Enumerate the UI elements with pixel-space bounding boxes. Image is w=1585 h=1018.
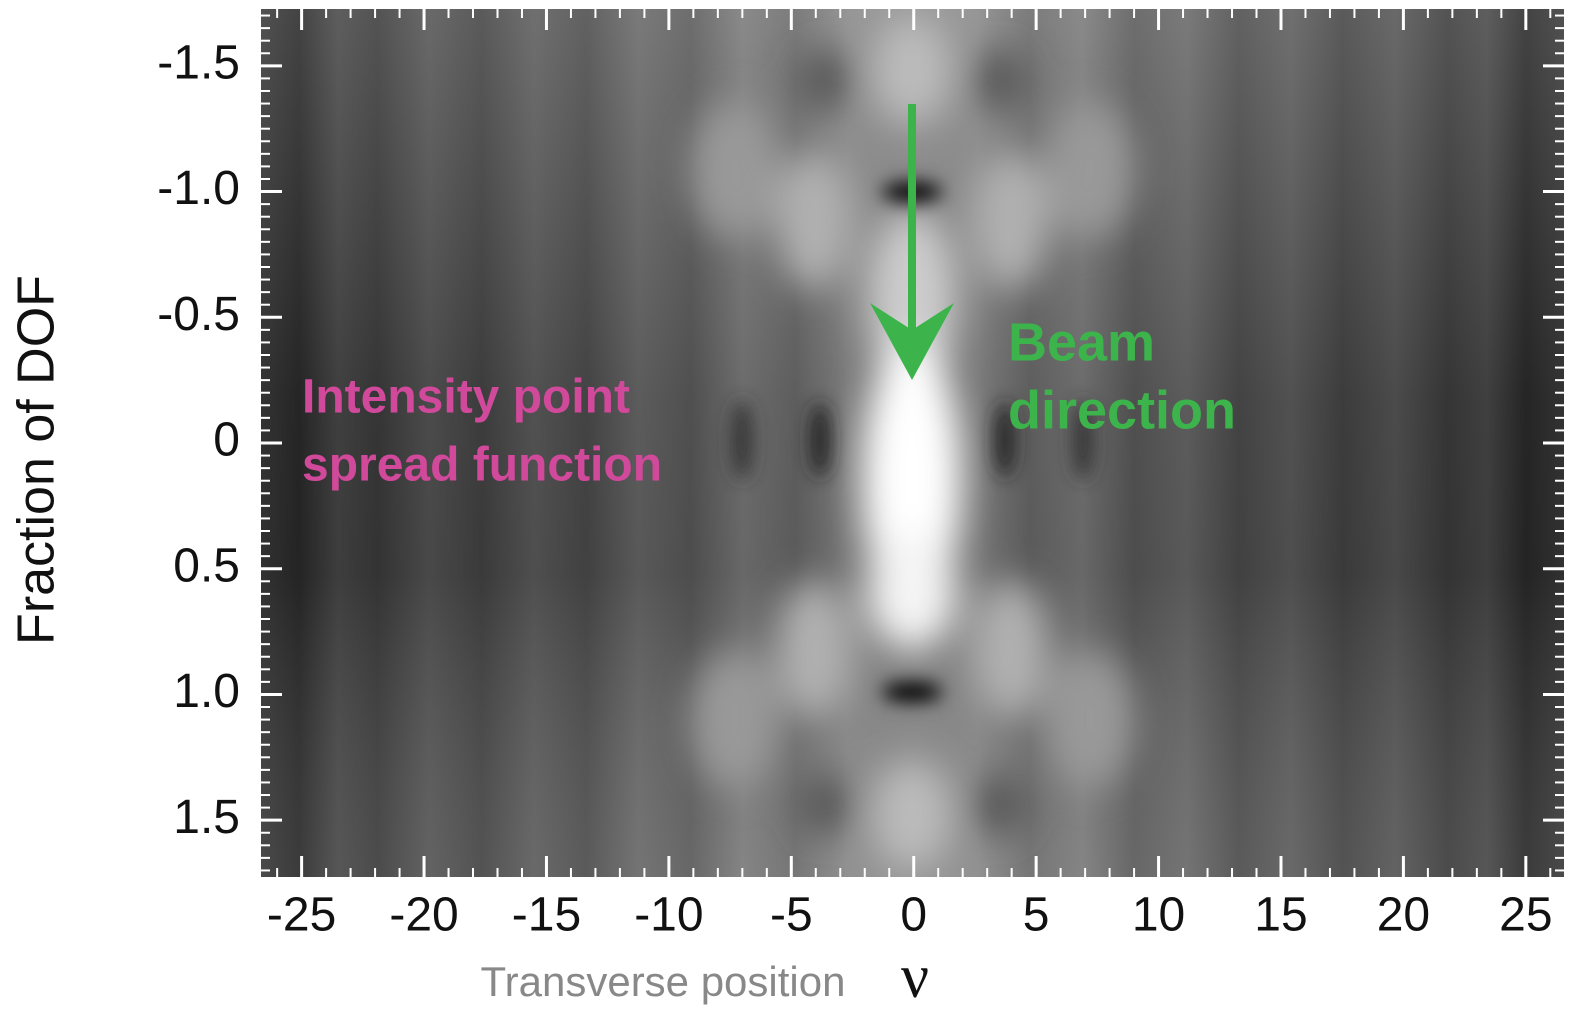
x-tick-label: -25 — [267, 889, 336, 942]
x-tick-label: 0 — [900, 889, 927, 942]
y-tick-label: -1.0 — [157, 162, 240, 215]
x-tick-label: -15 — [512, 889, 581, 942]
x-tick-label: 20 — [1377, 889, 1430, 942]
y-axis-label: Fraction of DOF — [8, 275, 66, 645]
y-tick-label: -1.5 — [157, 37, 240, 90]
y-tick-label: 0 — [213, 414, 240, 467]
y-tick-label: 1.0 — [173, 665, 240, 718]
annotation: spread function — [302, 439, 662, 492]
x-tick-label: -5 — [770, 889, 813, 942]
annotation: Beam — [1008, 312, 1155, 372]
x-tick-label: 15 — [1254, 889, 1307, 942]
annotation: Intensity point — [302, 371, 630, 424]
y-tick-label: 1.5 — [173, 791, 240, 844]
x-tick-label: 10 — [1132, 889, 1185, 942]
x-tick-label: -20 — [389, 889, 458, 942]
x-tick-label: 5 — [1023, 889, 1050, 942]
x-axis-symbol: ν — [901, 943, 929, 1011]
x-axis-label: Transverse position — [481, 958, 846, 1005]
x-tick-label: -10 — [634, 889, 703, 942]
y-tick-label: 0.5 — [173, 539, 240, 592]
y-tick-label: -0.5 — [157, 288, 240, 341]
annotation: direction — [1008, 380, 1236, 440]
beam-arrow — [870, 104, 954, 380]
axes: -25 -20 -15 -10 -5 0 5 10 15 20 25 -1.5 -1.0 -0.5 0 0.5… — [157, 8, 1565, 942]
x-tick-label: 25 — [1499, 889, 1552, 942]
